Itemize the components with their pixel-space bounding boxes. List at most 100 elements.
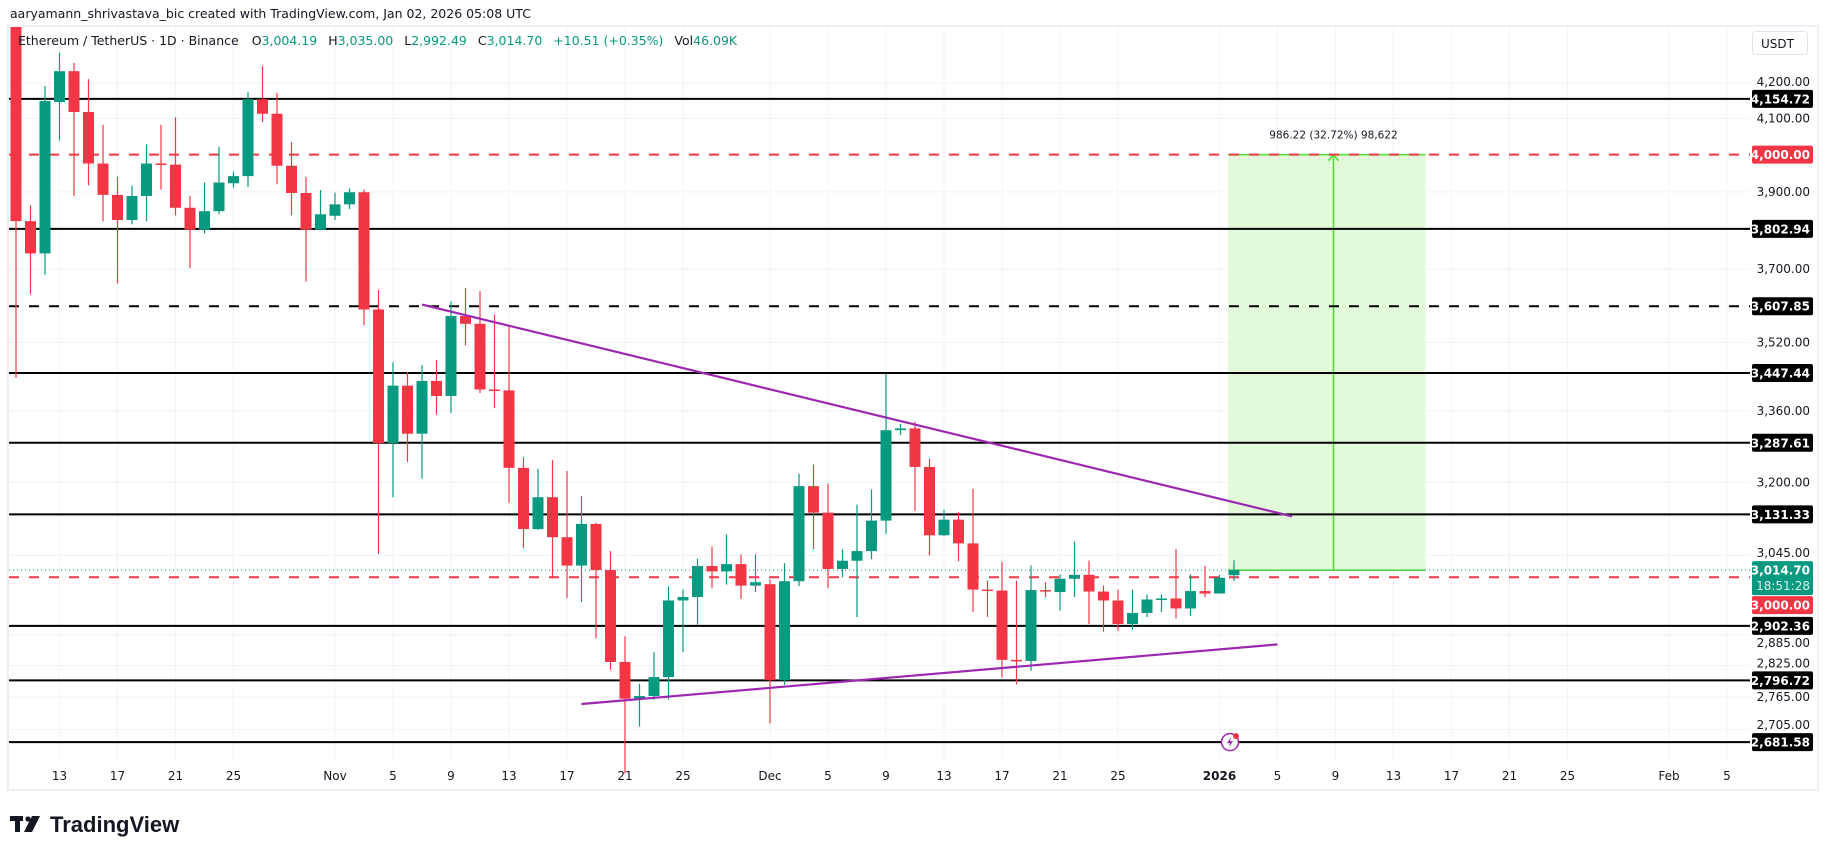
- candle[interactable]: [1156, 594, 1167, 612]
- candle[interactable]: [358, 189, 370, 326]
- candle[interactable]: [83, 79, 94, 186]
- candle[interactable]: [692, 558, 703, 625]
- candle[interactable]: [286, 142, 297, 216]
- candle[interactable]: [271, 92, 283, 185]
- candle[interactable]: [39, 86, 51, 275]
- candle[interactable]: [97, 124, 109, 222]
- candle[interactable]: [445, 301, 457, 413]
- candle[interactable]: [909, 421, 921, 511]
- candle[interactable]: [503, 324, 515, 503]
- trendline[interactable]: [421, 303, 1293, 518]
- candle[interactable]: [1098, 585, 1109, 632]
- candle[interactable]: [1185, 574, 1196, 616]
- lightning-icon[interactable]: [1220, 732, 1240, 752]
- candle[interactable]: [677, 589, 689, 653]
- candle-body: [880, 430, 892, 521]
- candle[interactable]: [1214, 574, 1225, 594]
- candle[interactable]: [1069, 541, 1080, 597]
- plot-area[interactable]: 986.22 (32.72%) 98,622: [9, 18, 1750, 774]
- candle[interactable]: [54, 52, 65, 141]
- candle[interactable]: [982, 580, 993, 617]
- candle[interactable]: [170, 117, 181, 216]
- candle[interactable]: [431, 360, 442, 415]
- candle[interactable]: [228, 171, 239, 188]
- candle[interactable]: [315, 189, 326, 231]
- candle[interactable]: [561, 471, 573, 598]
- candle[interactable]: [996, 561, 1008, 678]
- candle[interactable]: [387, 362, 399, 498]
- candle[interactable]: [1025, 565, 1037, 671]
- candle[interactable]: [880, 374, 892, 534]
- candle-body: [402, 385, 413, 434]
- candle[interactable]: [112, 176, 123, 284]
- candle[interactable]: [300, 176, 312, 282]
- candle[interactable]: [460, 287, 471, 346]
- measure-box[interactable]: [1228, 154, 1426, 571]
- candle[interactable]: [721, 534, 732, 585]
- candle[interactable]: [1199, 566, 1211, 597]
- candle[interactable]: [663, 586, 674, 700]
- candle[interactable]: [10, 18, 22, 378]
- candle[interactable]: [605, 551, 616, 670]
- open-value: 3,004.19: [261, 33, 318, 48]
- candle[interactable]: [416, 365, 428, 479]
- candle[interactable]: [474, 291, 486, 393]
- candle[interactable]: [634, 683, 645, 727]
- candle[interactable]: [329, 192, 341, 221]
- candle[interactable]: [402, 371, 413, 462]
- candle[interactable]: [126, 185, 138, 225]
- candle[interactable]: [851, 504, 863, 617]
- candle[interactable]: [1040, 582, 1051, 597]
- trendline[interactable]: [581, 643, 1278, 706]
- candle[interactable]: [1083, 560, 1095, 625]
- candle[interactable]: [1170, 549, 1182, 619]
- price-axis[interactable]: 4,154.72 4,000.00 3,802.94 3,607.85 3,447.44…: [1751, 27, 1817, 760]
- candle[interactable]: [953, 512, 964, 562]
- candle-body: [924, 466, 935, 536]
- candle[interactable]: [808, 464, 819, 550]
- candle[interactable]: [779, 563, 790, 685]
- symbol-name[interactable]: Ethereum / TetherUS · 1D · Binance: [18, 33, 239, 48]
- candle[interactable]: [68, 62, 80, 197]
- candle[interactable]: [822, 483, 834, 589]
- time-axis[interactable]: 13 17 21 25 Nov 5 9 13 17 21 25 Dec 5 9 13 17 21 25 2026 5 9…: [52, 769, 1731, 783]
- candle[interactable]: [155, 124, 167, 190]
- candle[interactable]: [735, 554, 747, 599]
- candle[interactable]: [213, 146, 225, 215]
- candle[interactable]: [489, 314, 500, 409]
- candle[interactable]: [257, 65, 268, 122]
- candle[interactable]: [344, 188, 355, 209]
- candle[interactable]: [184, 196, 196, 269]
- currency-button[interactable]: USDT: [1752, 31, 1808, 55]
- candle[interactable]: [924, 458, 935, 556]
- candle[interactable]: [518, 457, 529, 549]
- candle[interactable]: [866, 489, 877, 560]
- candle[interactable]: [1054, 574, 1066, 611]
- candle[interactable]: [547, 460, 558, 579]
- candle[interactable]: [938, 509, 950, 537]
- candle[interactable]: [532, 468, 544, 531]
- candle[interactable]: [619, 636, 631, 774]
- candle[interactable]: [242, 91, 254, 187]
- time-tick-label: 25: [1560, 769, 1575, 783]
- candle[interactable]: [590, 522, 602, 639]
- candle[interactable]: [837, 549, 848, 578]
- candle[interactable]: [648, 652, 660, 700]
- candle[interactable]: [199, 182, 210, 234]
- candle[interactable]: [373, 289, 384, 554]
- candle[interactable]: [1228, 560, 1240, 581]
- candle[interactable]: [967, 488, 979, 612]
- candle[interactable]: [1112, 589, 1124, 631]
- candle-body: [735, 564, 747, 586]
- candle[interactable]: [750, 554, 761, 593]
- candle[interactable]: [1141, 594, 1153, 617]
- candle[interactable]: [895, 423, 906, 436]
- candle[interactable]: [793, 473, 805, 587]
- candle[interactable]: [764, 579, 776, 724]
- candle[interactable]: [576, 495, 587, 602]
- candle[interactable]: [1127, 589, 1138, 630]
- candle[interactable]: [25, 205, 36, 295]
- candle[interactable]: [141, 144, 152, 222]
- candle[interactable]: [706, 546, 718, 589]
